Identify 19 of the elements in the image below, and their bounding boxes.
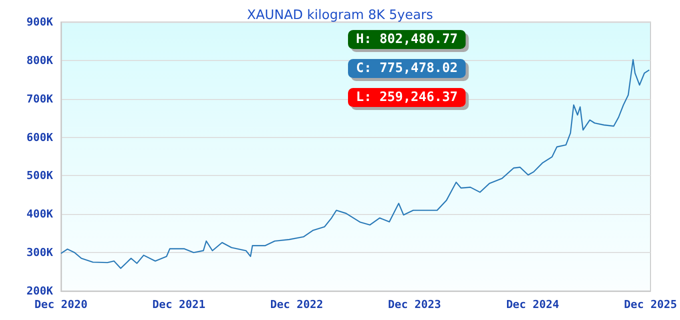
x-tick-label: Dec 2025 [624, 298, 677, 311]
x-tick-label: Dec 2021 [152, 298, 206, 311]
y-tick-label: 700K [26, 92, 54, 106]
y-tick-label: 500K [26, 169, 54, 182]
y-tick-label: 900K [26, 16, 54, 28]
x-tick-label: Dec 2022 [270, 298, 324, 311]
y-tick-label: 400K [26, 208, 54, 221]
x-tick-label: Dec 2023 [388, 298, 442, 311]
line-series [60, 59, 650, 269]
annotation: H: 802,480.77 [356, 32, 458, 47]
y-tick-label: 200K [26, 284, 54, 298]
annotation: C: 775,478.02 [356, 61, 458, 76]
annotation: L: 259,246.37 [356, 90, 458, 105]
x-tick-label: Dec 2024 [506, 298, 560, 311]
chart-title: XAUNAD kilogram 8K 5years [246, 8, 434, 23]
x-tick-label: Dec 2020 [34, 298, 88, 311]
y-tick-label: 800K [26, 54, 54, 67]
y-tick-label: 600K [26, 130, 54, 144]
y-tick-label: 300K [26, 246, 54, 260]
